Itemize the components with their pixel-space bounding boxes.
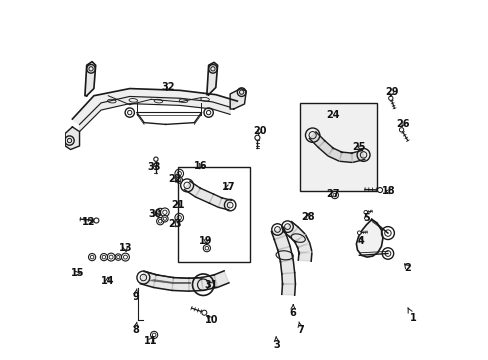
Polygon shape [277,247,292,262]
Polygon shape [289,228,304,243]
Polygon shape [213,271,228,287]
Circle shape [399,128,403,132]
Text: 21: 21 [171,200,184,210]
Polygon shape [309,132,324,148]
Circle shape [357,231,360,234]
Text: 6: 6 [289,305,296,318]
Polygon shape [340,152,352,162]
Text: 16: 16 [194,161,207,171]
Text: 2: 2 [404,263,410,273]
Polygon shape [72,89,237,125]
Text: 25: 25 [352,142,365,152]
Text: 19: 19 [199,236,212,246]
Text: 26: 26 [395,120,409,129]
Text: 22: 22 [167,174,181,184]
Text: 8: 8 [132,322,139,335]
Circle shape [100,253,107,261]
Text: 24: 24 [326,111,340,121]
Text: 30: 30 [148,209,162,219]
Polygon shape [283,222,298,237]
Text: 11: 11 [143,336,157,346]
Text: 33: 33 [147,162,161,172]
Circle shape [202,310,206,315]
Circle shape [155,208,164,218]
Polygon shape [206,62,217,95]
Polygon shape [172,278,189,291]
Text: 15: 15 [71,268,84,278]
Polygon shape [140,271,156,287]
Text: 3: 3 [273,337,280,350]
Polygon shape [80,96,230,132]
Polygon shape [230,89,246,109]
Circle shape [254,135,260,140]
Polygon shape [154,275,173,291]
Circle shape [150,331,158,338]
Text: 7: 7 [297,322,304,334]
Polygon shape [328,148,342,161]
Polygon shape [188,278,202,291]
Polygon shape [280,260,294,274]
Circle shape [94,218,99,223]
Polygon shape [85,62,96,96]
Text: 18: 18 [381,186,395,197]
Polygon shape [274,235,289,250]
Circle shape [88,253,96,261]
Text: 32: 32 [162,82,175,92]
Polygon shape [271,227,286,240]
Circle shape [330,192,338,199]
Polygon shape [201,275,217,290]
Polygon shape [195,188,213,203]
Text: 29: 29 [384,87,397,97]
Polygon shape [318,141,333,156]
Text: 12: 12 [81,217,95,227]
Text: 27: 27 [326,189,340,199]
Circle shape [156,218,163,225]
Circle shape [162,216,168,222]
Bar [300,103,376,191]
Circle shape [388,96,392,100]
Polygon shape [297,244,311,254]
Polygon shape [219,198,231,210]
Circle shape [107,253,115,261]
Text: 1: 1 [407,308,416,323]
Polygon shape [294,235,309,248]
Text: 4: 4 [357,236,364,246]
Text: 23: 23 [167,219,181,229]
Text: 28: 28 [301,212,314,222]
Polygon shape [350,150,364,162]
Text: 9: 9 [132,289,139,302]
Polygon shape [65,127,80,149]
Text: 17: 17 [221,182,235,192]
Circle shape [115,254,121,260]
Text: 14: 14 [101,276,114,286]
Polygon shape [184,181,200,197]
Text: 20: 20 [252,126,266,136]
Circle shape [175,169,183,178]
Text: 13: 13 [119,243,132,253]
Polygon shape [209,194,222,207]
Polygon shape [356,220,382,257]
Circle shape [153,157,158,161]
Text: 10: 10 [204,315,218,325]
Circle shape [160,208,169,217]
Circle shape [121,253,129,261]
Text: 5: 5 [362,213,369,222]
Polygon shape [298,252,311,261]
Circle shape [203,244,210,252]
Circle shape [176,177,182,183]
Polygon shape [281,273,295,284]
Polygon shape [281,284,295,295]
Circle shape [363,211,367,214]
Bar [178,167,249,262]
Text: 31: 31 [204,280,218,290]
Circle shape [175,213,183,222]
Circle shape [377,188,382,193]
